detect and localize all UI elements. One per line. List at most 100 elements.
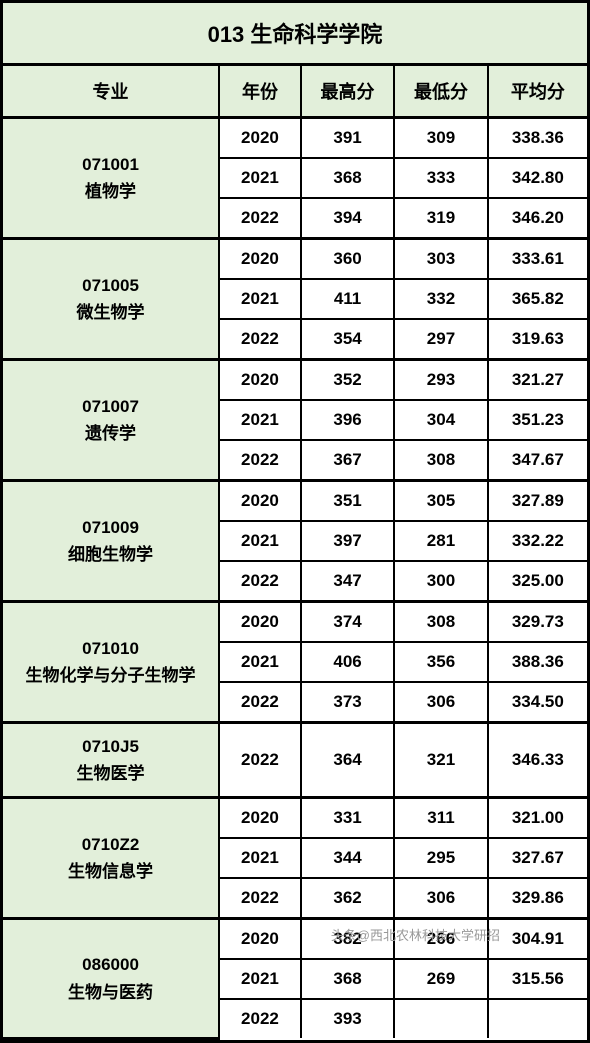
avg-cell: 333.61: [488, 239, 587, 280]
max-cell: 406: [301, 642, 394, 682]
year-cell: 2020: [219, 360, 301, 401]
min-cell: 266: [394, 919, 487, 960]
header-max: 最高分: [301, 66, 394, 118]
avg-cell: 338.36: [488, 118, 587, 159]
max-cell: 374: [301, 602, 394, 643]
major-code: 071005: [7, 272, 214, 299]
min-cell: 306: [394, 878, 487, 919]
avg-cell: 388.36: [488, 642, 587, 682]
header-row: 专业 年份 最高分 最低分 平均分: [3, 66, 587, 118]
major-code: 071009: [7, 514, 214, 541]
min-cell: 281: [394, 521, 487, 561]
avg-cell: 329.86: [488, 878, 587, 919]
avg-cell: 329.73: [488, 602, 587, 643]
year-cell: 2022: [219, 999, 301, 1038]
max-cell: 367: [301, 440, 394, 481]
min-cell: [394, 999, 487, 1038]
avg-cell: 347.67: [488, 440, 587, 481]
year-cell: 2020: [219, 481, 301, 522]
major-code: 071010: [7, 635, 214, 662]
max-cell: 362: [301, 878, 394, 919]
year-cell: 2022: [219, 561, 301, 602]
max-cell: 396: [301, 400, 394, 440]
max-cell: 411: [301, 279, 394, 319]
max-cell: 364: [301, 723, 394, 798]
min-cell: 309: [394, 118, 487, 159]
avg-cell: 304.91: [488, 919, 587, 960]
year-cell: 2020: [219, 118, 301, 159]
max-cell: 382: [301, 919, 394, 960]
avg-cell: 319.63: [488, 319, 587, 360]
scores-table-container: 013 生命科学学院 专业 年份 最高分 最低分 平均分 071001植物学20…: [0, 0, 590, 1043]
max-cell: 344: [301, 838, 394, 878]
major-cell: 071007遗传学: [3, 360, 219, 481]
max-cell: 368: [301, 158, 394, 198]
avg-cell: 332.22: [488, 521, 587, 561]
year-cell: 2020: [219, 919, 301, 960]
year-cell: 2022: [219, 440, 301, 481]
min-cell: 321: [394, 723, 487, 798]
avg-cell: 365.82: [488, 279, 587, 319]
avg-cell: 321.00: [488, 798, 587, 839]
avg-cell: 325.00: [488, 561, 587, 602]
min-cell: 303: [394, 239, 487, 280]
major-name: 细胞生物学: [7, 541, 214, 568]
year-cell: 2022: [219, 878, 301, 919]
min-cell: 293: [394, 360, 487, 401]
table-row: 0710Z2生物信息学2020331311321.00: [3, 798, 587, 839]
avg-cell: 315.56: [488, 959, 587, 999]
min-cell: 295: [394, 838, 487, 878]
max-cell: 354: [301, 319, 394, 360]
max-cell: 352: [301, 360, 394, 401]
major-name: 生物信息学: [7, 858, 214, 885]
header-major: 专业: [3, 66, 219, 118]
major-cell: 071005微生物学: [3, 239, 219, 360]
table-title: 013 生命科学学院: [3, 3, 587, 66]
avg-cell: [488, 999, 587, 1038]
year-cell: 2021: [219, 642, 301, 682]
major-name: 遗传学: [7, 420, 214, 447]
max-cell: 351: [301, 481, 394, 522]
table-row: 071007遗传学2020352293321.27: [3, 360, 587, 401]
min-cell: 305: [394, 481, 487, 522]
year-cell: 2022: [219, 198, 301, 239]
min-cell: 306: [394, 682, 487, 723]
year-cell: 2022: [219, 723, 301, 798]
year-cell: 2021: [219, 400, 301, 440]
major-cell: 086000生物与医药: [3, 919, 219, 1039]
min-cell: 304: [394, 400, 487, 440]
max-cell: 331: [301, 798, 394, 839]
min-cell: 308: [394, 440, 487, 481]
table-row: 071010生物化学与分子生物学2020374308329.73: [3, 602, 587, 643]
year-cell: 2020: [219, 602, 301, 643]
year-cell: 2020: [219, 239, 301, 280]
avg-cell: 327.67: [488, 838, 587, 878]
major-cell: 071001植物学: [3, 118, 219, 239]
min-cell: 332: [394, 279, 487, 319]
table-row: 071001植物学2020391309338.36: [3, 118, 587, 159]
avg-cell: 334.50: [488, 682, 587, 723]
year-cell: 2021: [219, 959, 301, 999]
header-min: 最低分: [394, 66, 487, 118]
max-cell: 373: [301, 682, 394, 723]
max-cell: 360: [301, 239, 394, 280]
avg-cell: 342.80: [488, 158, 587, 198]
major-cell: 071010生物化学与分子生物学: [3, 602, 219, 723]
year-cell: 2021: [219, 838, 301, 878]
header-year: 年份: [219, 66, 301, 118]
table-row: 071009细胞生物学2020351305327.89: [3, 481, 587, 522]
year-cell: 2022: [219, 682, 301, 723]
table-row: 071005微生物学2020360303333.61: [3, 239, 587, 280]
min-cell: 308: [394, 602, 487, 643]
avg-cell: 327.89: [488, 481, 587, 522]
min-cell: 297: [394, 319, 487, 360]
avg-cell: 346.33: [488, 723, 587, 798]
max-cell: 394: [301, 198, 394, 239]
min-cell: 356: [394, 642, 487, 682]
max-cell: 347: [301, 561, 394, 602]
min-cell: 311: [394, 798, 487, 839]
year-cell: 2021: [219, 158, 301, 198]
avg-cell: 351.23: [488, 400, 587, 440]
min-cell: 300: [394, 561, 487, 602]
major-name: 生物医学: [7, 760, 214, 787]
